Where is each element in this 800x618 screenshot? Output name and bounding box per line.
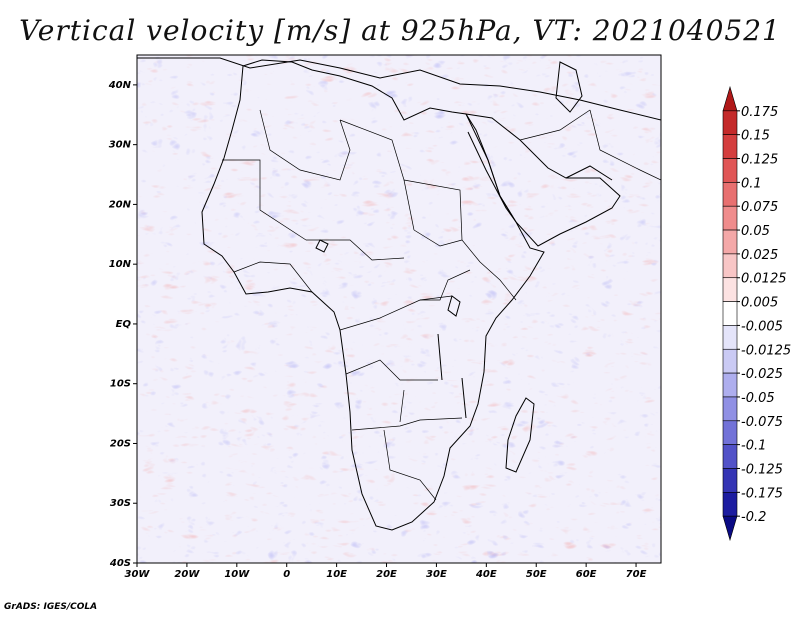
colorbar-swatch [722, 420, 738, 445]
lon-tick-label: 30E [426, 569, 447, 580]
colorbar-label: -0.2 [741, 510, 766, 525]
lat-tick-label: 20S [110, 438, 131, 449]
lat-tick-label: 40N [108, 80, 132, 91]
colorbar-swatch [722, 468, 738, 493]
lat-tick-label: 30S [110, 498, 131, 509]
colorbar-swatch [722, 229, 738, 255]
colorbar-label: 0.05 [741, 224, 770, 239]
lon-tick-label: 10E [326, 569, 347, 580]
colorbar-swatch [722, 348, 738, 374]
lat-tick-label: 10N [109, 259, 132, 270]
lat-tick-label: EQ [116, 319, 132, 330]
colorbar-label: -0.0125 [741, 343, 791, 358]
colorbar-swatch [722, 277, 738, 302]
colorbar-swatch [722, 85, 738, 112]
colorbar-label: -0.025 [741, 367, 783, 382]
colorbar-label: 0.0125 [741, 272, 787, 287]
lon-tick-label: 0 [283, 569, 290, 580]
colorbar-swatch [722, 134, 738, 159]
map-title: Vertical velocity [m/s] at 925hPa, VT: 2… [19, 14, 781, 47]
colorbar-swatch [722, 325, 738, 350]
colorbar-swatch [722, 253, 738, 279]
lon-tick-label: 40E [475, 569, 497, 580]
colorbar-swatch [722, 110, 738, 135]
lon-tick-label: 10W [224, 569, 250, 580]
colorbar-label: 0.15 [741, 129, 770, 144]
vertical-velocity-field [137, 55, 661, 563]
colorbar-label: -0.05 [741, 391, 775, 406]
plot-frame [136, 54, 662, 564]
lat-tick-label: 10S [110, 379, 131, 390]
colorbar-swatch [722, 444, 738, 469]
colorbar-swatch [722, 396, 738, 422]
colorbar-swatch [722, 301, 738, 326]
colorbar-label: 0.005 [741, 296, 778, 311]
colorbar-swatch [722, 182, 738, 207]
lon-tick-label: 60E [576, 569, 597, 580]
colorbar-label: -0.1 [741, 439, 766, 454]
lat-tick-label: 20N [109, 199, 132, 210]
colorbar-swatch [722, 205, 738, 231]
colorbar-swatch [722, 372, 738, 398]
longitude-axis: 30W 20W 10W 0 10E 20E 30E 40E 50E 60E 70E [125, 563, 647, 580]
colorbar-label: 0.125 [741, 153, 778, 168]
lat-tick-label: 40S [109, 558, 131, 569]
lat-tick-label: 30N [109, 140, 132, 151]
colorbar-swatch [722, 158, 738, 183]
lon-tick-label: 50E [526, 569, 547, 580]
latitude-axis: 40N 30N 20N 10N EQ 10S 20S 30S 40S [108, 80, 137, 569]
colorbar-label: -0.075 [741, 415, 783, 430]
colorbar-swatch [722, 492, 738, 517]
colorbar-label: -0.175 [741, 486, 783, 501]
colorbar-label: -0.125 [741, 462, 783, 477]
colorbar-label: 0.175 [741, 105, 778, 120]
lon-tick-label: 20W [174, 569, 200, 580]
lon-tick-label: 70E [626, 569, 647, 580]
colorbar-label: 0.1 [741, 176, 762, 191]
colorbar-swatch [722, 515, 738, 542]
colorbar-label: 0.025 [741, 248, 778, 263]
colorbar-label: -0.005 [741, 319, 783, 334]
colorbar: 0.175 0.15 0.125 0.1 0.075 0.05 0.025 0.0125 0.0… [722, 85, 791, 542]
country-borders [222, 109, 661, 501]
lon-tick-label: 30W [125, 569, 151, 580]
lon-tick-label: 20E [376, 569, 397, 580]
grads-credit: GrADS: IGES/COLA [4, 602, 98, 612]
colorbar-label: 0.075 [741, 200, 778, 215]
